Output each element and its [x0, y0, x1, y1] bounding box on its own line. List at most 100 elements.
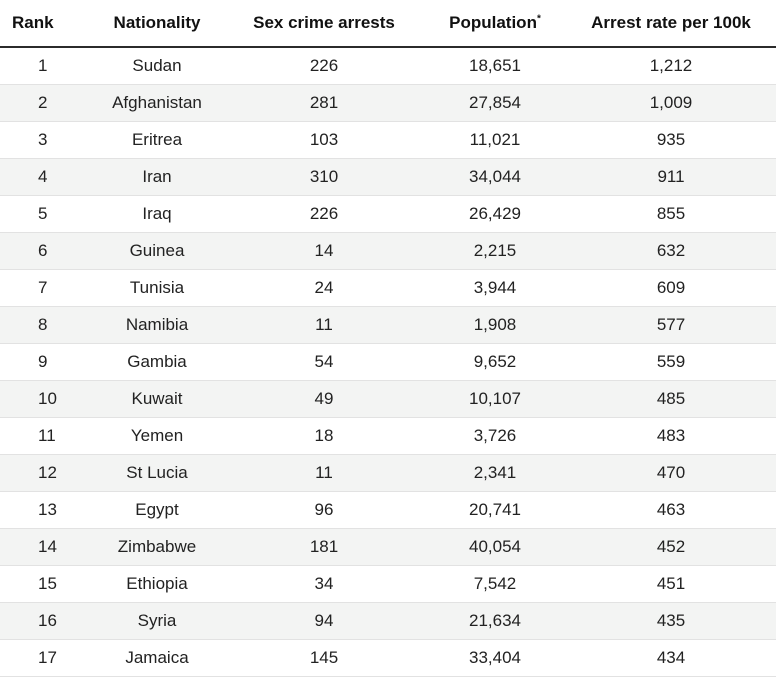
cell-arrests: 34: [224, 565, 424, 603]
cell-arrests: 310: [224, 158, 424, 196]
cell-rank: 11: [0, 417, 90, 455]
table-row: 11 Yemen 18 3,726 483: [0, 417, 776, 455]
cell-population: 26,429: [424, 195, 566, 233]
cell-population: 11,021: [424, 121, 566, 159]
cell-population: 18,651: [424, 47, 566, 85]
table-row: 10 Kuwait 49 10,107 485: [0, 380, 776, 418]
cell-population: 7,542: [424, 565, 566, 603]
table-row: 9 Gambia 54 9,652 559: [0, 343, 776, 381]
table-body: 1 Sudan 226 18,651 1,212 2 Afghanistan 281 27,85…: [0, 47, 776, 677]
cell-nationality: Ethiopia: [90, 565, 224, 603]
cell-rate: 559: [566, 343, 776, 381]
cell-rate: 470: [566, 454, 776, 492]
cell-arrests: 18: [224, 417, 424, 455]
cell-rank: 15: [0, 565, 90, 603]
cell-arrests: 103: [224, 121, 424, 159]
cell-nationality: Jamaica: [90, 639, 224, 677]
cell-rank: 16: [0, 602, 90, 640]
cell-rank: 7: [0, 269, 90, 307]
cell-rank: 3: [0, 121, 90, 159]
table-row: 1 Sudan 226 18,651 1,212: [0, 47, 776, 85]
cell-rank: 10: [0, 380, 90, 418]
cell-rate: 483: [566, 417, 776, 455]
cell-rank: 17: [0, 639, 90, 677]
cell-arrests: 49: [224, 380, 424, 418]
cell-population: 3,726: [424, 417, 566, 455]
cell-rank: 1: [0, 47, 90, 85]
cell-rate: 1,212: [566, 47, 776, 85]
cell-rank: 5: [0, 195, 90, 233]
cell-arrests: 226: [224, 47, 424, 85]
cell-rank: 12: [0, 454, 90, 492]
header-population: Population*: [424, 0, 566, 48]
cell-nationality: Zimbabwe: [90, 528, 224, 566]
table-row: 7 Tunisia 24 3,944 609: [0, 269, 776, 307]
cell-population: 40,054: [424, 528, 566, 566]
table-row: 3 Eritrea 103 11,021 935: [0, 121, 776, 159]
cell-arrests: 11: [224, 454, 424, 492]
cell-rate: 435: [566, 602, 776, 640]
table-row: 12 St Lucia 11 2,341 470: [0, 454, 776, 492]
table-header: Rank Nationality Sex crime arrests Popul…: [0, 0, 776, 48]
cell-rate: 1,009: [566, 84, 776, 122]
cell-rank: 6: [0, 232, 90, 270]
cell-nationality: Guinea: [90, 232, 224, 270]
cell-nationality: Iran: [90, 158, 224, 196]
cell-rate: 855: [566, 195, 776, 233]
table-row: 14 Zimbabwe 181 40,054 452: [0, 528, 776, 566]
cell-population: 1,908: [424, 306, 566, 344]
cell-rate: 452: [566, 528, 776, 566]
table-row: 6 Guinea 14 2,215 632: [0, 232, 776, 270]
table-row: 16 Syria 94 21,634 435: [0, 602, 776, 640]
cell-population: 20,741: [424, 491, 566, 529]
cell-rate: 485: [566, 380, 776, 418]
header-population-label: Population: [449, 13, 537, 32]
cell-nationality: Tunisia: [90, 269, 224, 307]
cell-rate: 451: [566, 565, 776, 603]
cell-population: 34,044: [424, 158, 566, 196]
cell-rank: 8: [0, 306, 90, 344]
cell-population: 9,652: [424, 343, 566, 381]
cell-population: 33,404: [424, 639, 566, 677]
cell-rank: 14: [0, 528, 90, 566]
cell-population: 10,107: [424, 380, 566, 418]
cell-rate: 463: [566, 491, 776, 529]
cell-rank: 13: [0, 491, 90, 529]
cell-nationality: Syria: [90, 602, 224, 640]
cell-arrests: 181: [224, 528, 424, 566]
cell-arrests: 11: [224, 306, 424, 344]
cell-nationality: Egypt: [90, 491, 224, 529]
table-row: 17 Jamaica 145 33,404 434: [0, 639, 776, 677]
cell-rank: 2: [0, 84, 90, 122]
cell-rate: 632: [566, 232, 776, 270]
cell-rank: 4: [0, 158, 90, 196]
cell-nationality: Eritrea: [90, 121, 224, 159]
table-row: 8 Namibia 11 1,908 577: [0, 306, 776, 344]
cell-nationality: Iraq: [90, 195, 224, 233]
cell-rank: 9: [0, 343, 90, 381]
header-row: Rank Nationality Sex crime arrests Popul…: [0, 0, 776, 48]
cell-nationality: Afghanistan: [90, 84, 224, 122]
header-rate: Arrest rate per 100k: [566, 0, 776, 48]
cell-arrests: 14: [224, 232, 424, 270]
table-row: 2 Afghanistan 281 27,854 1,009: [0, 84, 776, 122]
cell-arrests: 24: [224, 269, 424, 307]
cell-population: 21,634: [424, 602, 566, 640]
cell-nationality: Kuwait: [90, 380, 224, 418]
header-nationality: Nationality: [90, 0, 224, 48]
cell-arrests: 94: [224, 602, 424, 640]
header-arrests: Sex crime arrests: [224, 0, 424, 48]
cell-population: 2,215: [424, 232, 566, 270]
cell-nationality: Sudan: [90, 47, 224, 85]
cell-nationality: Gambia: [90, 343, 224, 381]
cell-rate: 609: [566, 269, 776, 307]
cell-population: 3,944: [424, 269, 566, 307]
cell-arrests: 226: [224, 195, 424, 233]
cell-population: 27,854: [424, 84, 566, 122]
cell-arrests: 281: [224, 84, 424, 122]
table-row: 5 Iraq 226 26,429 855: [0, 195, 776, 233]
table-row: 13 Egypt 96 20,741 463: [0, 491, 776, 529]
cell-rate: 577: [566, 306, 776, 344]
cell-rate: 935: [566, 121, 776, 159]
